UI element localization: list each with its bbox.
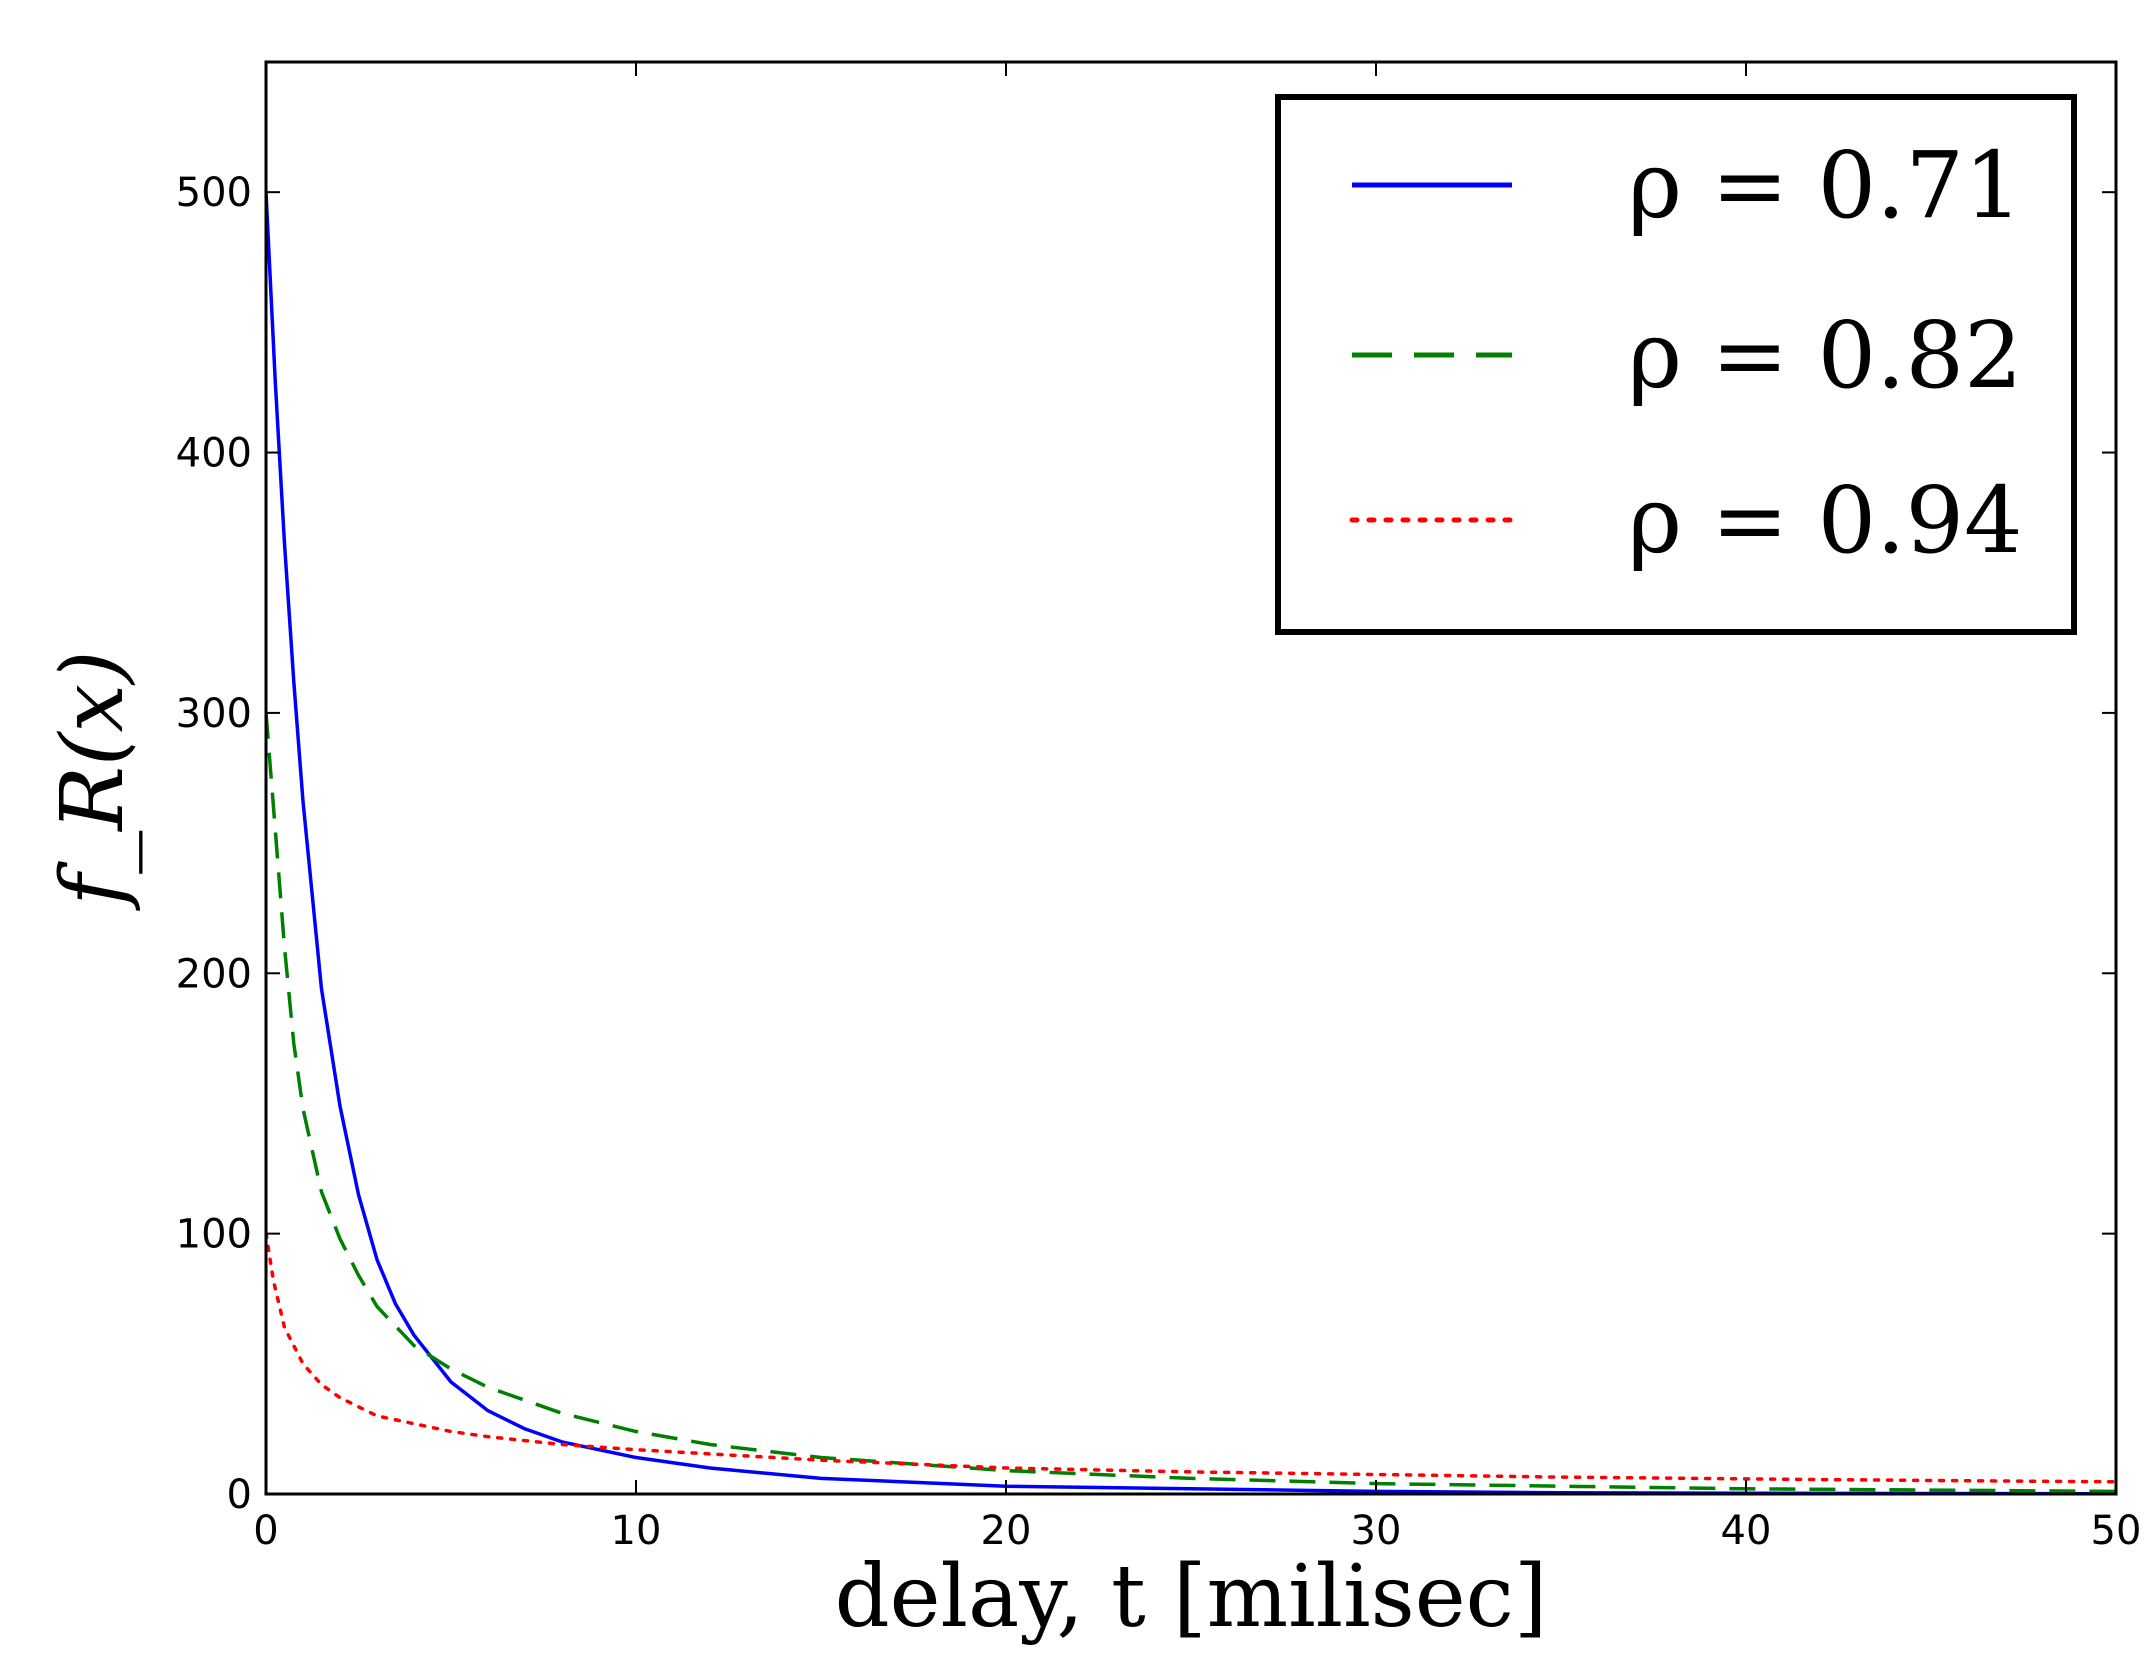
x-tick-label: 50 [2091,1508,2142,1554]
y-tick-label: 400 [176,431,252,477]
series-line-3 [266,1231,2116,1484]
y-tick-label: 500 [176,170,252,216]
y-tick-label: 0 [227,1472,252,1518]
legend: ρ = 0.71 ρ = 0.82 ρ = 0.94 [1275,94,2077,635]
y-tick-label: 300 [176,691,252,737]
x-tick-label: 10 [611,1508,662,1554]
labels-layer: delay, t [milisec] f_R(x) [43,650,1547,1647]
x-tick-label: 40 [1721,1508,1772,1554]
plot-frame [264,60,2118,1496]
legend-label-1: ρ = 0.71 [1628,132,2023,239]
y-tick-label: 200 [176,951,252,997]
y-axis-label: f_R(x) [43,650,143,911]
y-tick-label: 100 [176,1212,252,1258]
series-line-2 [266,712,2116,1494]
x-axis-label: delay, t [milisec] [835,1547,1548,1647]
x-tick-label: 30 [1351,1508,1402,1554]
legend-label-3: ρ = 0.94 [1628,467,2023,574]
axes-layer [264,60,2118,1496]
x-tick-label: 0 [253,1508,278,1554]
x-tick-label: 20 [981,1508,1032,1554]
legend-label-2: ρ = 0.82 [1628,302,2023,409]
